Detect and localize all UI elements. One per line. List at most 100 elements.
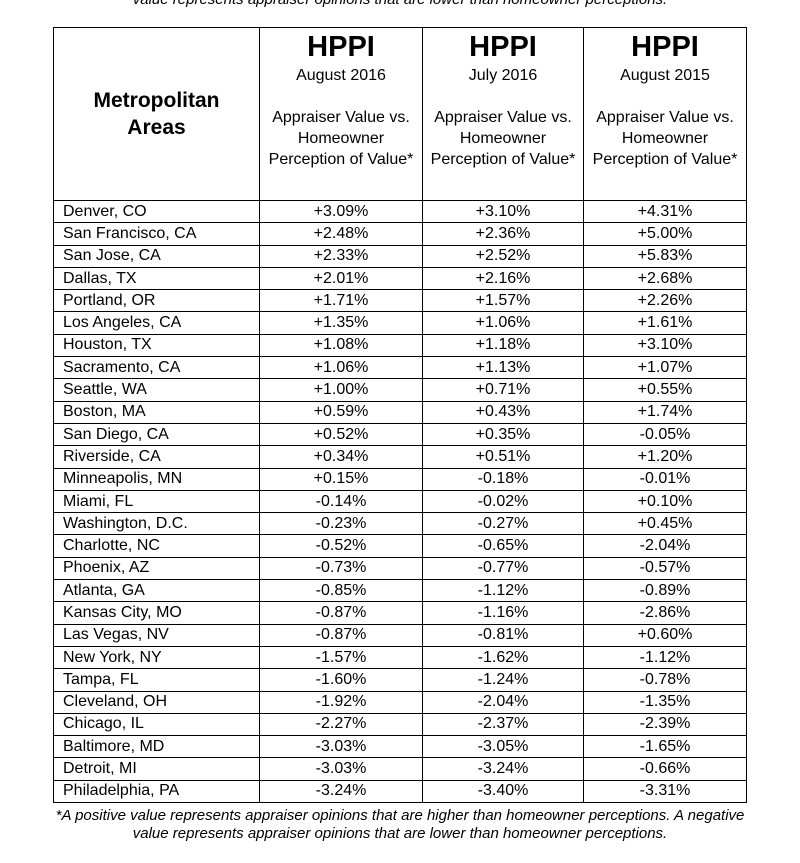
table-row: Phoenix, AZ -0.73% -0.77% -0.57% [53,556,747,581]
hppi-value-cell: -0.27% [422,512,584,536]
table-row: New York, NY -1.57% -1.62% -1.12% [53,645,747,670]
hppi-value-cell: -1.62% [422,645,584,670]
table-row: Minneapolis, MN +0.15% -0.18% -0.01% [53,467,747,491]
hppi-value-cell: +2.33% [259,244,423,268]
column-title: HPPI [631,31,699,63]
hppi-value-cell: -0.89% [583,579,747,603]
hppi-value-cell: -2.04% [422,690,584,714]
table-row: Washington, D.C. -0.23% -0.27% +0.45% [53,512,747,536]
metro-area-cell: Baltimore, MD [53,735,260,759]
hppi-value-cell: -1.12% [422,579,584,603]
column-title: HPPI [307,31,375,63]
hppi-value-cell: -1.92% [259,690,423,714]
table-row: San Francisco, CA +2.48% +2.36% +5.00% [53,222,747,246]
footnote-line: value represents appraiser opinions that… [132,825,668,842]
hppi-value-cell: -3.24% [422,757,584,781]
hppi-value-cell: +0.10% [583,489,747,514]
hppi-value-cell: +0.71% [422,378,584,402]
column-header-jul-2016: HPPI July 2016 Appraiser Value vs. Homeo… [422,27,584,201]
hppi-value-cell: -1.65% [583,735,747,759]
hppi-value-cell: +2.68% [583,266,747,291]
hppi-value-cell: +1.18% [422,333,584,358]
metro-area-cell: Kansas City, MO [53,601,260,625]
column-date: August 2015 [620,67,710,84]
table-row: Atlanta, GA -0.85% -1.12% -0.89% [53,579,747,603]
hppi-value-cell: +4.31% [583,199,747,224]
table-row: Los Angeles, CA +1.35% +1.06% +1.61% [53,311,747,335]
hppi-value-cell: -3.03% [259,735,423,759]
table-row: Sacramento, CA +1.06% +1.13% +1.07% [53,356,747,380]
hppi-value-cell: -0.87% [259,601,423,625]
metro-area-header: Metropolitan Areas [53,27,260,201]
metro-area-cell: Miami, FL [53,489,260,514]
column-title: HPPI [469,31,537,63]
column-header-aug-2015: HPPI August 2015 Appraiser Value vs. Hom… [583,27,747,201]
metro-area-cell: Sacramento, CA [53,356,260,380]
hppi-value-cell: +0.59% [259,400,423,424]
table-row: Chicago, IL -2.27% -2.37% -2.39% [53,712,747,737]
hppi-value-cell: +1.74% [583,400,747,424]
hppi-value-cell: +3.10% [422,199,584,224]
hppi-value-cell: +5.83% [583,244,747,268]
metro-area-cell: Boston, MA [53,400,260,424]
hppi-value-cell: -0.66% [583,757,747,781]
column-description: Appraiser Value vs. Homeowner Perception… [268,109,414,168]
hppi-value-cell: -0.73% [259,556,423,581]
hppi-value-cell: +1.71% [259,289,423,313]
metro-area-cell: Detroit, MI [53,757,260,781]
hppi-value-cell: +1.06% [259,356,423,380]
metro-area-cell: Chicago, IL [53,712,260,737]
hppi-value-cell: +1.57% [422,289,584,313]
table-row: Philadelphia, PA -3.24% -3.40% -3.31% [53,779,747,804]
header-row: Metropolitan Areas HPPI August 2016 Appr… [53,27,747,201]
hppi-value-cell: +1.35% [259,311,423,335]
table-row: San Diego, CA +0.52% +0.35% -0.05% [53,422,747,447]
hppi-value-cell: -0.78% [583,668,747,692]
metro-area-cell: Portland, OR [53,289,260,313]
table-row: Denver, CO +3.09% +3.10% +4.31% [53,199,747,224]
metro-area-cell: Denver, CO [53,199,260,224]
hppi-value-cell: -0.23% [259,512,423,536]
metro-area-cell: Washington, D.C. [53,512,260,536]
hppi-value-cell: -1.57% [259,645,423,670]
table-row: Portland, OR +1.71% +1.57% +2.26% [53,289,747,313]
hppi-value-cell: +2.16% [422,266,584,291]
hppi-value-cell: -1.24% [422,668,584,692]
hppi-value-cell: -2.27% [259,712,423,737]
metro-area-cell: Las Vegas, NV [53,623,260,647]
column-date: July 2016 [468,67,538,84]
hppi-value-cell: +0.34% [259,445,423,469]
hppi-value-cell: -1.35% [583,690,747,714]
hppi-value-cell: +2.48% [259,222,423,246]
table-row: Riverside, CA +0.34% +0.51% +1.20% [53,445,747,469]
hppi-value-cell: +3.09% [259,199,423,224]
hppi-value-cell: +0.60% [583,623,747,647]
hppi-value-cell: -3.40% [422,779,584,804]
hppi-value-cell: +1.61% [583,311,747,335]
table-row: San Jose, CA +2.33% +2.52% +5.83% [53,244,747,268]
column-description: Appraiser Value vs. Homeowner Perception… [592,109,738,168]
hppi-value-cell: -3.31% [583,779,747,804]
column-description: Appraiser Value vs. Homeowner Perception… [430,109,576,168]
hppi-value-cell: +0.52% [259,422,423,447]
table-row: Detroit, MI -3.03% -3.24% -0.66% [53,757,747,781]
hppi-value-cell: -0.52% [259,534,423,558]
hppi-value-cell: +0.43% [422,400,584,424]
table-row: Tampa, FL -1.60% -1.24% -0.78% [53,668,747,692]
top-note: value represents appraiser opinions that… [0,0,800,8]
metro-area-cell: San Francisco, CA [53,222,260,246]
metro-area-cell: San Jose, CA [53,244,260,268]
hppi-value-cell: -1.16% [422,601,584,625]
metro-area-cell: Dallas, TX [53,266,260,291]
metro-area-cell: Los Angeles, CA [53,311,260,335]
hppi-value-cell: +0.35% [422,422,584,447]
hppi-value-cell: -3.03% [259,757,423,781]
footnote: *A positive value represents appraiser o… [0,807,800,843]
metro-area-cell: Seattle, WA [53,378,260,402]
hppi-value-cell: -3.05% [422,735,584,759]
metro-area-cell: Riverside, CA [53,445,260,469]
hppi-value-cell: -2.39% [583,712,747,737]
hppi-value-cell: +2.26% [583,289,747,313]
hppi-value-cell: -0.18% [422,467,584,491]
hppi-value-cell: +3.10% [583,333,747,358]
